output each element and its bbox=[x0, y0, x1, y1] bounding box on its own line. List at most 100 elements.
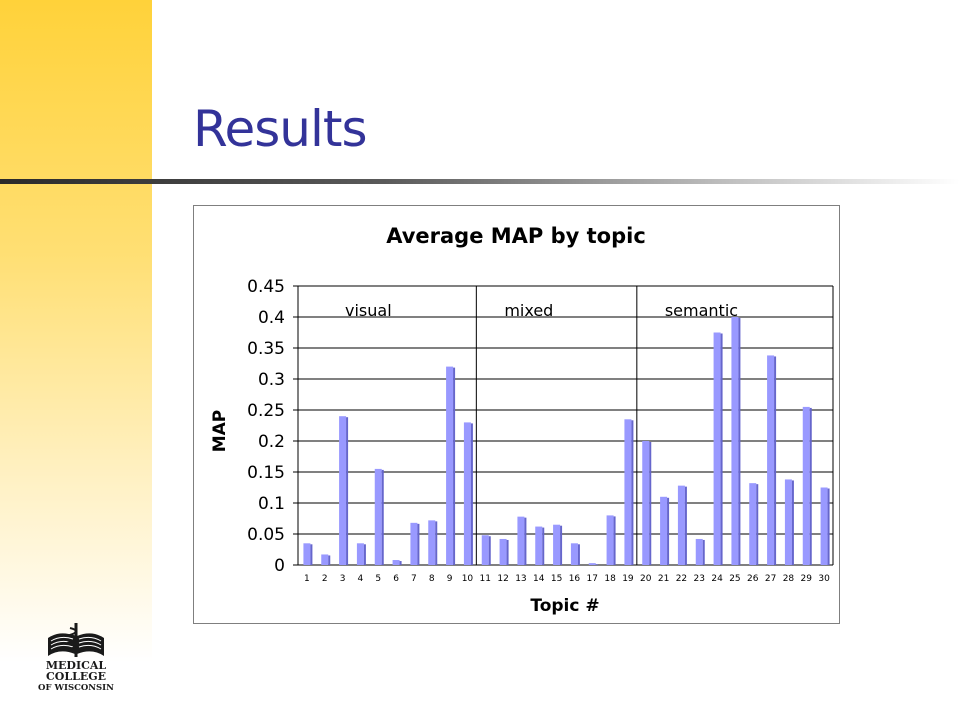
bar-side bbox=[595, 564, 598, 565]
group-label-visual: visual bbox=[345, 301, 392, 320]
bar-side bbox=[470, 423, 473, 565]
chart-title: Average MAP by topic bbox=[386, 224, 646, 248]
bar-side bbox=[702, 539, 705, 565]
x-tick-label: 21 bbox=[658, 574, 669, 584]
side-color-band bbox=[0, 0, 152, 720]
x-tick-label: 6 bbox=[393, 574, 399, 584]
bar bbox=[481, 535, 489, 565]
bar-side bbox=[613, 516, 616, 565]
bar-side bbox=[756, 484, 759, 565]
bar-side bbox=[381, 469, 384, 565]
bar bbox=[553, 524, 561, 565]
x-tick-label: 3 bbox=[340, 574, 346, 584]
bar-side bbox=[577, 544, 580, 565]
bar bbox=[624, 419, 632, 565]
bar bbox=[588, 563, 596, 565]
y-tick-label: 0.15 bbox=[247, 463, 285, 483]
x-axis-label: Topic # bbox=[530, 596, 599, 616]
x-tick-label: 16 bbox=[569, 574, 581, 584]
bar bbox=[339, 416, 347, 565]
bar-side bbox=[720, 333, 723, 565]
x-tick-label: 5 bbox=[375, 574, 381, 584]
bar bbox=[784, 479, 792, 565]
x-tick-label: 13 bbox=[515, 574, 526, 584]
chart-frame: Average MAP by topic Topic # MAP 0 0.05 0.… bbox=[193, 205, 840, 624]
y-tick-label: 0.1 bbox=[258, 494, 285, 514]
x-tick-label: 26 bbox=[747, 574, 759, 584]
x-tick-label: 19 bbox=[622, 574, 634, 584]
bar bbox=[410, 522, 418, 565]
bar bbox=[392, 560, 400, 565]
bar-side bbox=[506, 539, 509, 565]
bar-side bbox=[346, 417, 349, 565]
bar-side bbox=[328, 555, 331, 565]
bar-side bbox=[363, 544, 366, 565]
y-tick-label: 0.45 bbox=[247, 277, 285, 297]
x-tick-label: 11 bbox=[480, 574, 491, 584]
x-tick-label: 15 bbox=[551, 574, 562, 584]
x-tick-label: 23 bbox=[694, 574, 705, 584]
y-axis-label: MAP bbox=[210, 410, 230, 453]
x-tick-label: 25 bbox=[729, 574, 740, 584]
y-tick-label: 0.3 bbox=[258, 370, 285, 390]
bar bbox=[374, 468, 382, 565]
x-tick-label: 22 bbox=[676, 574, 687, 584]
logo-line-3: OF WISCONSIN bbox=[38, 683, 114, 693]
bar bbox=[731, 317, 739, 565]
logo-line-1: MEDICAL bbox=[46, 659, 107, 672]
x-tick-label: 24 bbox=[711, 574, 723, 584]
y-tick-label: 0.25 bbox=[247, 401, 285, 421]
x-tick-label: 18 bbox=[604, 574, 616, 584]
bar bbox=[749, 483, 757, 565]
bar bbox=[606, 515, 614, 565]
x-tick-label: 1 bbox=[304, 574, 310, 584]
bar-side bbox=[774, 356, 777, 565]
bar-side bbox=[631, 420, 634, 565]
logo-line-2: COLLEGE bbox=[46, 670, 106, 683]
bar bbox=[428, 520, 436, 565]
bar-side bbox=[453, 367, 456, 565]
x-tick-label: 14 bbox=[533, 574, 545, 584]
bar-side bbox=[435, 521, 438, 565]
y-tick-label: 0.35 bbox=[247, 339, 285, 359]
y-tick-label: 0.4 bbox=[258, 308, 285, 328]
x-tick-label: 7 bbox=[411, 574, 417, 584]
y-tick-label: 0.2 bbox=[258, 432, 285, 452]
bar bbox=[535, 526, 543, 565]
bar-side bbox=[791, 480, 794, 565]
bar bbox=[303, 543, 311, 565]
bar-side bbox=[524, 517, 527, 565]
bar-side bbox=[667, 497, 670, 565]
bar bbox=[677, 485, 685, 565]
bar bbox=[321, 554, 329, 565]
bar-side bbox=[827, 488, 830, 565]
bar bbox=[517, 516, 525, 565]
open-book-caduceus-icon bbox=[48, 623, 104, 657]
x-tick-label: 12 bbox=[497, 574, 508, 584]
x-tick-label: 8 bbox=[429, 574, 435, 584]
bar bbox=[767, 355, 775, 565]
slide-title: Results bbox=[193, 100, 368, 158]
bar-side bbox=[399, 561, 402, 565]
bar bbox=[463, 422, 471, 565]
x-tick-label: 28 bbox=[783, 574, 795, 584]
bar-side bbox=[809, 407, 812, 565]
bar bbox=[642, 441, 650, 565]
bar bbox=[820, 487, 828, 565]
bar-side bbox=[560, 525, 563, 565]
bar bbox=[446, 366, 454, 565]
bar-side bbox=[649, 442, 652, 565]
bar-side bbox=[684, 486, 687, 565]
x-tick-label: 10 bbox=[462, 574, 474, 584]
bar bbox=[499, 538, 507, 565]
group-label-mixed: mixed bbox=[504, 301, 553, 320]
x-tick-label: 2 bbox=[322, 574, 328, 584]
bar-side bbox=[488, 536, 491, 565]
group-label-semantic: semantic bbox=[665, 301, 738, 320]
x-tick-label: 30 bbox=[818, 574, 830, 584]
bar bbox=[695, 538, 703, 565]
bar bbox=[660, 496, 668, 565]
x-tick-label: 4 bbox=[358, 574, 364, 584]
x-tick-label: 20 bbox=[640, 574, 652, 584]
medical-college-of-wisconsin-logo: MEDICAL COLLEGE OF WISCONSIN bbox=[38, 623, 114, 693]
